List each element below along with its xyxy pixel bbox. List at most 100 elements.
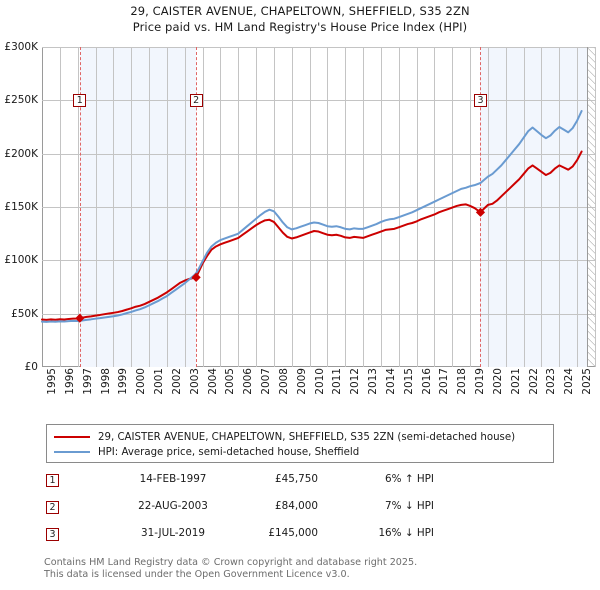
chart-legend: 29, CAISTER AVENUE, CHAPELTOWN, SHEFFIEL… bbox=[46, 424, 554, 463]
x-axis-tick: 2011 bbox=[331, 368, 344, 395]
x-axis-tick: 2010 bbox=[313, 368, 326, 395]
x-axis-tick: 2023 bbox=[545, 368, 558, 395]
footer-line-1: Contains HM Land Registry data © Crown c… bbox=[44, 557, 418, 568]
x-axis-tick: 2012 bbox=[349, 368, 362, 395]
event-marker-badge[interactable]: 1 bbox=[73, 93, 87, 107]
grid-line-vertical bbox=[505, 47, 507, 367]
x-axis-tick: 1995 bbox=[46, 368, 58, 395]
transaction-price: £145,000 bbox=[268, 527, 318, 539]
x-axis-tick: 2013 bbox=[367, 368, 380, 395]
transaction-point-marker bbox=[75, 313, 85, 323]
forecast-hatch bbox=[586, 47, 595, 367]
transaction-hpi-delta: 16% ↓ HPI bbox=[378, 527, 434, 539]
x-axis-tick: 1998 bbox=[99, 368, 112, 395]
x-axis-tick: 1997 bbox=[81, 368, 94, 395]
grid-line-vertical bbox=[238, 47, 240, 367]
transaction-date: 31-JUL-2019 bbox=[140, 527, 206, 539]
transaction-date: 22-AUG-2003 bbox=[138, 500, 208, 512]
x-axis-tick: 2014 bbox=[384, 368, 397, 395]
event-marker-line bbox=[196, 47, 198, 367]
series-lines bbox=[41, 110, 583, 323]
footer-line-2: This data is licensed under the Open Gov… bbox=[44, 568, 350, 580]
y-axis-tick: £50K bbox=[11, 307, 38, 320]
x-axis-tick: 2025 bbox=[581, 368, 594, 395]
x-axis-tick: 2022 bbox=[527, 368, 540, 395]
series-line-price-paid bbox=[41, 150, 583, 321]
x-axis-tick: 2003 bbox=[188, 368, 201, 395]
x-axis-tick: 1999 bbox=[117, 368, 130, 395]
event-marker-badge[interactable]: 2 bbox=[189, 93, 203, 107]
y-axis-tick: £0 bbox=[24, 361, 38, 373]
grid-line-vertical bbox=[273, 47, 275, 367]
legend-swatch-hpi bbox=[54, 451, 90, 453]
grid-line-vertical bbox=[541, 47, 543, 367]
transaction-price: £84,000 bbox=[275, 500, 318, 512]
x-axis-tick: 2021 bbox=[509, 368, 522, 395]
x-axis-tick: 2004 bbox=[206, 368, 219, 395]
event-marker-badge[interactable]: 3 bbox=[473, 93, 487, 107]
grid-line-vertical bbox=[416, 47, 418, 367]
grid-line-vertical bbox=[559, 47, 561, 367]
grid-line-vertical bbox=[309, 47, 311, 367]
event-marker-line bbox=[79, 47, 81, 367]
transaction-point-marker bbox=[191, 272, 201, 282]
x-axis-tick: 2024 bbox=[563, 368, 576, 395]
grid-line-horizontal bbox=[42, 207, 595, 208]
y-axis-tick: £250K bbox=[4, 94, 38, 107]
grid-line-horizontal bbox=[42, 260, 595, 262]
chart-title-block: 29, CAISTER AVENUE, CHAPELTOWN, SHEFFIEL… bbox=[0, 3, 600, 35]
y-axis-tick: £150K bbox=[4, 201, 38, 213]
grid-line-vertical bbox=[363, 47, 365, 367]
y-axis-tick: £100K bbox=[4, 254, 38, 267]
table-row: 1 14-FEB-1997 £45,750 6% ↑ HPI bbox=[46, 472, 466, 499]
transaction-index-badge: 2 bbox=[46, 501, 59, 514]
chart-title-line-2: Price paid vs. HM Land Registry's House … bbox=[132, 20, 468, 34]
x-axis-tick: 2007 bbox=[260, 368, 273, 395]
x-axis-tick: 2016 bbox=[420, 368, 433, 395]
x-axis-tick: 2006 bbox=[242, 368, 255, 395]
transaction-hpi-delta: 7% ↓ HPI bbox=[385, 500, 434, 512]
grid-line-vertical bbox=[256, 47, 258, 367]
grid-line-vertical bbox=[345, 47, 347, 367]
x-axis-tick: 2009 bbox=[295, 368, 308, 395]
transaction-price: £45,750 bbox=[275, 473, 318, 485]
x-axis-tick: 2015 bbox=[402, 368, 415, 395]
x-axis-tick: 2017 bbox=[438, 368, 451, 395]
grid-line-vertical bbox=[95, 47, 97, 367]
grid-line-vertical bbox=[327, 47, 329, 367]
grid-line-vertical bbox=[166, 47, 168, 367]
grid-line-vertical bbox=[113, 47, 115, 367]
x-axis-tick: 2008 bbox=[277, 368, 290, 395]
series-line-hpi bbox=[41, 110, 583, 323]
x-axis-tick: 2005 bbox=[224, 368, 237, 395]
legend-label-price-paid: 29, CAISTER AVENUE, CHAPELTOWN, SHEFFIEL… bbox=[98, 431, 516, 443]
grid-line-horizontal bbox=[42, 313, 595, 315]
x-axis-tick: 2001 bbox=[153, 368, 166, 395]
grid-line-vertical bbox=[434, 47, 436, 367]
legend-item-hpi: HPI: Average price, semi-detached house,… bbox=[54, 445, 546, 459]
legend-swatch-price-paid bbox=[54, 436, 90, 438]
grid-line-vertical bbox=[149, 47, 151, 367]
transaction-index-badge: 1 bbox=[46, 474, 59, 487]
transaction-index-badge: 3 bbox=[46, 528, 59, 541]
grid-line-vertical bbox=[59, 47, 61, 367]
grid-line-vertical bbox=[131, 47, 133, 367]
transaction-point-marker bbox=[475, 207, 486, 217]
legend-item-price-paid: 29, CAISTER AVENUE, CHAPELTOWN, SHEFFIEL… bbox=[54, 430, 546, 444]
y-axis-tick: £200K bbox=[4, 147, 38, 160]
grid-line-vertical bbox=[291, 47, 293, 367]
x-axis-tick: 2000 bbox=[135, 368, 148, 395]
footer-attribution: Contains HM Land Registry data © Crown c… bbox=[44, 557, 584, 580]
x-axis-tick: 2018 bbox=[456, 368, 469, 395]
grid-line-vertical bbox=[487, 47, 489, 367]
grid-line-horizontal bbox=[42, 47, 595, 48]
table-row: 2 22-AUG-2003 £84,000 7% ↓ HPI bbox=[46, 499, 466, 526]
x-axis-tick: 2019 bbox=[474, 368, 487, 395]
event-marker-line bbox=[480, 47, 482, 367]
chart-plot-area: 1 2 3 bbox=[41, 47, 596, 367]
x-axis-labels: 1995 1996 1997 1998 1999 2000 2001 2002 2003 2004… bbox=[42, 368, 600, 412]
chart-title-line-1: 29, CAISTER AVENUE, CHAPELTOWN, SHEFFIEL… bbox=[130, 4, 470, 18]
grid-line-horizontal bbox=[42, 153, 595, 155]
grid-line-vertical bbox=[184, 47, 186, 367]
transaction-date: 14-FEB-1997 bbox=[139, 473, 207, 485]
